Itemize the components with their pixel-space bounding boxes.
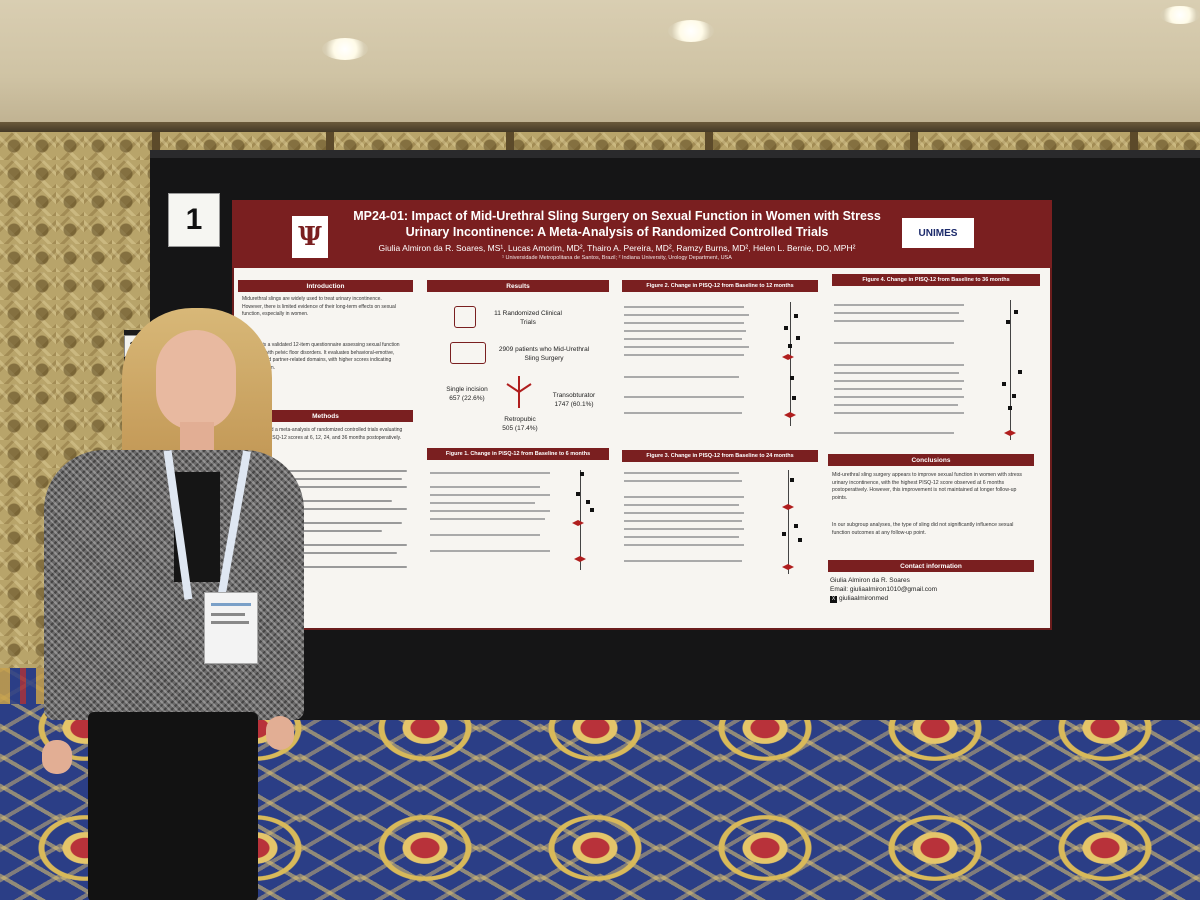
conclusion-text: Mid-urethral sling surgery appears to im… [832,472,1023,501]
text-line [242,566,407,568]
patients-count: 2909 patients who Mid-Urethral Sling Sur… [498,346,590,362]
text-line [242,552,397,554]
ceiling-light [322,38,368,60]
text-line [242,486,407,488]
contact-email: Email: giuliaalmiron1010@gmail.com [830,586,938,593]
transobturator-label: Transobturator [552,392,596,399]
section-contact: Contact information [828,560,1034,572]
section-figure-4: Figure 4. Change in PISQ-12 from Baselin… [832,274,1040,286]
ceiling-light [1160,6,1200,24]
intro-text: Midurethral slings are widely used to tr… [242,296,396,317]
booth-number-card: 1 [168,193,220,247]
name-badge [204,592,258,664]
forest-plot-36-months [834,290,1040,442]
left-hand [42,740,72,774]
section-figure-2: Figure 2. Change in PISQ-12 from Baselin… [622,280,818,292]
retropubic-value: 505 (17.4%) [502,425,538,432]
text-line [242,522,402,524]
section-methods: Methods [238,410,413,422]
people-icon [450,342,486,364]
text-line [242,500,392,502]
split-arrows-icon [504,372,534,412]
presenter [34,300,304,900]
iu-logo: Ψ [292,216,328,258]
text-line [242,508,407,510]
methods-text: We performed a meta-analysis of randomiz… [242,427,403,441]
forest-plot-12-months [624,296,818,436]
forest-plot-6-months [430,464,608,584]
ceiling-light [668,20,714,42]
ceiling-beam [0,122,1200,134]
x-icon: X [830,596,837,603]
ceiling [0,0,1200,128]
poster-affiliations: ¹ Universidade Metropolitana de Santos, … [502,255,732,261]
conclusion-text-2: In our subgroup analyses, the type of sl… [832,522,1014,536]
poster-authors: Giulia Almiron da R. Soares, MS¹, Lucas … [378,243,856,253]
text-line [242,530,382,532]
section-introduction: Introduction [238,280,413,292]
section-figure-1: Figure 1. Change in PISQ-12 from Baselin… [427,448,609,460]
black-pants [88,712,258,900]
section-figure-3: Figure 3. Change in PISQ-12 from Baselin… [622,450,818,462]
contact-name: Giulia Almiron da R. Soares [830,577,910,584]
retropubic-label: Retropubic [504,416,536,423]
unimes-logo: UNIMES [902,218,974,248]
text-line [242,544,407,546]
document-icon [454,306,476,328]
poster-header: Ψ MP24-01: Impact of Mid-Urethral Sling … [232,200,1052,268]
single-incision-label: Single incision [446,386,488,393]
trials-count: 11 Randomized Clinical Trials [494,310,562,326]
poster-title: MP24-01: Impact of Mid-Urethral Sling Su… [353,209,881,239]
forest-plot-24-months [624,466,818,586]
single-incision-value: 657 (22.6%) [449,395,485,402]
section-conclusions: Conclusions [828,454,1034,466]
transobturator-value: 1747 (60.1%) [554,401,594,408]
face [156,330,236,430]
text-line [242,470,407,472]
research-poster: Ψ MP24-01: Impact of Mid-Urethral Sling … [232,200,1052,630]
right-hand [266,716,294,750]
text-line [242,478,402,480]
section-results: Results [427,280,609,292]
